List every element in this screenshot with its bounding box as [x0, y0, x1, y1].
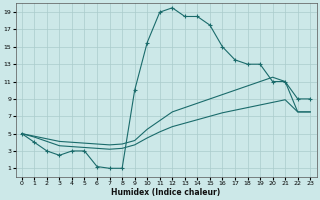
X-axis label: Humidex (Indice chaleur): Humidex (Indice chaleur) — [111, 188, 221, 197]
